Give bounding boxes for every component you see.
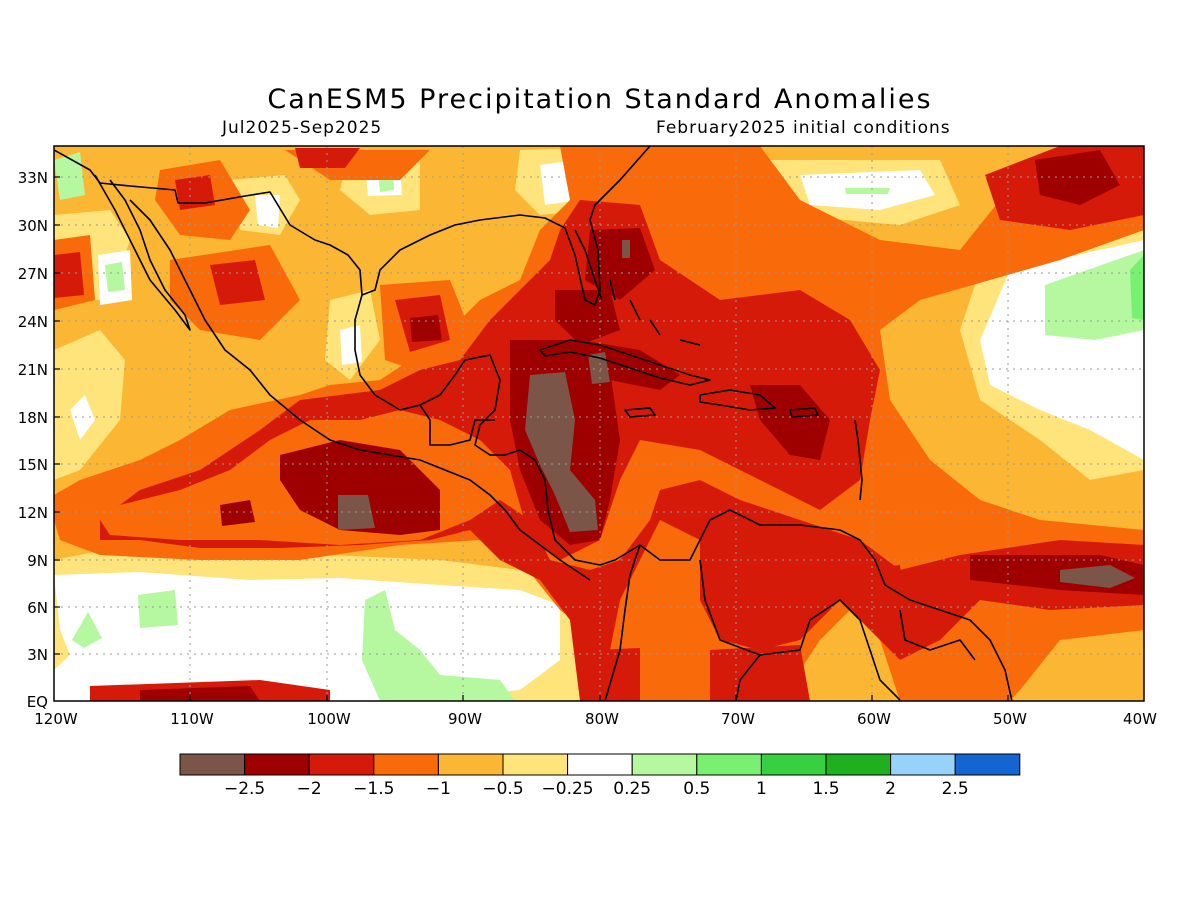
colorbar-swatch bbox=[954, 753, 1021, 776]
colorbar-label: −1 bbox=[426, 779, 451, 799]
valid-period: Jul2025-Sep2025 bbox=[222, 118, 383, 138]
colorbar-label: −2 bbox=[297, 779, 322, 799]
colorbar-swatch bbox=[825, 753, 892, 776]
lon-label: 70W bbox=[721, 710, 755, 728]
lat-label: 18N bbox=[18, 409, 48, 427]
axis-ticks bbox=[54, 176, 1009, 701]
lat-label: 12N bbox=[18, 504, 48, 522]
colorbar-label: 0.25 bbox=[613, 779, 651, 799]
lat-label: 6N bbox=[27, 599, 48, 617]
map-frame bbox=[53, 145, 1145, 702]
lon-label: 50W bbox=[993, 710, 1027, 728]
colorbar-swatch bbox=[244, 753, 310, 776]
coastlines bbox=[54, 146, 1013, 701]
lon-label: 120W bbox=[34, 710, 78, 728]
colorbar-label: 1.5 bbox=[812, 779, 839, 799]
lon-label: 110W bbox=[170, 710, 214, 728]
lat-label: 30N bbox=[18, 217, 48, 235]
lat-label: 27N bbox=[18, 265, 48, 283]
lat-label: 9N bbox=[27, 552, 48, 570]
lon-labels: 120W 110W 100W 90W 80W 70W 60W 50W 40W bbox=[34, 710, 1157, 728]
colorbar-label: 0.5 bbox=[683, 779, 710, 799]
map-title: CanESM5 Precipitation Standard Anomalies bbox=[267, 84, 933, 115]
lat-label: 21N bbox=[18, 361, 48, 379]
colorbar-swatch bbox=[179, 753, 246, 776]
lon-label: 60W bbox=[857, 710, 891, 728]
initial-conditions: February2025 initial conditions bbox=[656, 118, 951, 138]
colorbar-swatch bbox=[890, 753, 956, 776]
anomaly-field bbox=[54, 146, 1144, 701]
colorbar-swatch bbox=[567, 753, 633, 776]
lon-label: 90W bbox=[448, 710, 482, 728]
lon-label: 100W bbox=[307, 710, 351, 728]
colorbar-label: −1.5 bbox=[353, 779, 394, 799]
colorbar-swatch bbox=[373, 753, 439, 776]
colorbar-label: −0.25 bbox=[542, 779, 594, 799]
colorbar-swatch bbox=[502, 753, 569, 776]
colorbar-swatch bbox=[437, 753, 504, 776]
colorbar-label: −0.5 bbox=[482, 779, 523, 799]
colorbar-label: −2.5 bbox=[224, 779, 265, 799]
lat-label: 24N bbox=[18, 313, 48, 331]
colorbar-swatch bbox=[631, 753, 698, 776]
lon-label: 40W bbox=[1123, 710, 1157, 728]
lon-label: 80W bbox=[585, 710, 619, 728]
lat-label: 3N bbox=[27, 646, 48, 664]
lat-label: EQ bbox=[27, 693, 48, 711]
colorbar-label: 2 bbox=[885, 779, 896, 799]
colorbar-swatch bbox=[696, 753, 762, 776]
colorbar-swatch bbox=[308, 753, 375, 776]
colorbar-swatch bbox=[760, 753, 827, 776]
lat-label: 15N bbox=[18, 456, 48, 474]
colorbar-label: 2.5 bbox=[942, 779, 969, 799]
graticule bbox=[54, 146, 1144, 701]
colorbar-label: 1 bbox=[756, 779, 767, 799]
lat-label: 33N bbox=[18, 169, 48, 187]
lat-labels: 33N 30N 27N 24N 21N 18N 15N 12N 9N 6N 3N… bbox=[18, 169, 48, 711]
colorbar: −2.5 −2 −1.5 −1 −0.5 −0.25 0.25 0.5 1 1.5 2 2.5 bbox=[179, 753, 1021, 799]
